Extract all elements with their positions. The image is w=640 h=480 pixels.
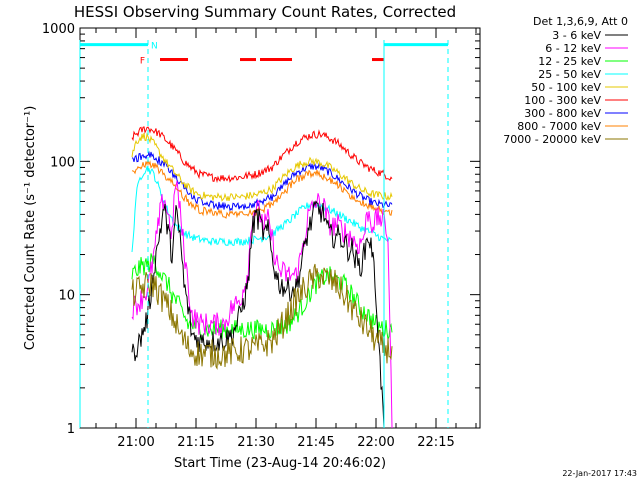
legend-entry-label: 100 - 300 keV [524, 94, 601, 107]
y-axis-label: Corrected Count Rate (s⁻¹ detector⁻¹) [23, 106, 38, 351]
plot-area: NF [79, 27, 481, 429]
legend-entry-label: 12 - 25 keV [538, 55, 601, 68]
x-tick-label: 21:30 [237, 435, 274, 450]
legend-entry-label: 300 - 800 keV [524, 107, 601, 120]
legend-entry-label: 800 - 7000 keV [517, 120, 601, 133]
x-axis-label: Start Time (23-Aug-14 20:46:02) [174, 456, 386, 471]
y-tick-label: 100 [50, 155, 75, 170]
series-line [131, 181, 393, 429]
y-tick-label: 1 [67, 422, 75, 437]
legend-entry-label: 50 - 100 keV [531, 81, 601, 94]
series-line [131, 165, 393, 253]
series-line [131, 126, 393, 184]
series-lines [131, 126, 393, 429]
legend-entry-label: 25 - 50 keV [538, 68, 601, 81]
series-line [131, 132, 393, 202]
series-line [131, 200, 385, 429]
x-tick-label: 22:15 [417, 435, 454, 450]
chart-title: HESSI Observing Summary Count Rates, Cor… [74, 3, 456, 21]
legend-entry-label: 7000 - 20000 keV [503, 133, 601, 146]
vertical-markers [79, 40, 449, 428]
x-tick-label: 22:00 [357, 435, 394, 450]
series-line [131, 159, 393, 219]
legend-title: Det 1,3,6,9, Att 0 [533, 15, 628, 28]
y-tick-label: 1000 [42, 22, 75, 37]
legend-entry-label: 3 - 6 keV [552, 29, 601, 42]
night-flag-label: N [151, 42, 158, 52]
x-axis: 21:00 21:15 21:30 21:45 22:00 22:15 [95, 28, 477, 450]
x-tick-label: 21:45 [297, 435, 334, 450]
y-tick-label: 10 [58, 289, 75, 304]
flare-flag-label: F [140, 57, 145, 67]
flag-bars: NF [80, 42, 448, 67]
series-line [131, 253, 393, 341]
timestamp: 22-Jan-2017 17:43 [562, 469, 637, 478]
legend-entry-label: 6 - 12 keV [545, 42, 601, 55]
x-tick-label: 21:00 [117, 435, 154, 450]
y-axis: 1 10 100 1000 [42, 22, 480, 437]
x-tick-label: 21:15 [177, 435, 214, 450]
series-line [131, 150, 393, 212]
series-line [131, 263, 393, 370]
